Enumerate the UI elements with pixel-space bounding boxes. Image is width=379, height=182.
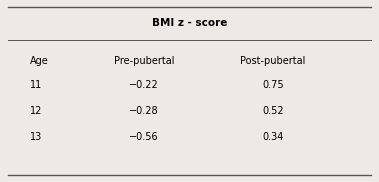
Text: 0.52: 0.52 (262, 106, 284, 116)
Text: Post-pubertal: Post-pubertal (240, 56, 305, 66)
Text: 12: 12 (30, 106, 43, 116)
Text: Pre-pubertal: Pre-pubertal (114, 56, 174, 66)
Text: 11: 11 (30, 80, 42, 90)
Text: −0.56: −0.56 (129, 132, 159, 142)
Text: 0.75: 0.75 (262, 80, 284, 90)
Text: −0.22: −0.22 (129, 80, 159, 90)
Text: BMI z - score: BMI z - score (152, 18, 227, 28)
Text: Age: Age (30, 56, 49, 66)
Text: −0.28: −0.28 (129, 106, 159, 116)
Text: 13: 13 (30, 132, 42, 142)
Text: 0.34: 0.34 (262, 132, 283, 142)
